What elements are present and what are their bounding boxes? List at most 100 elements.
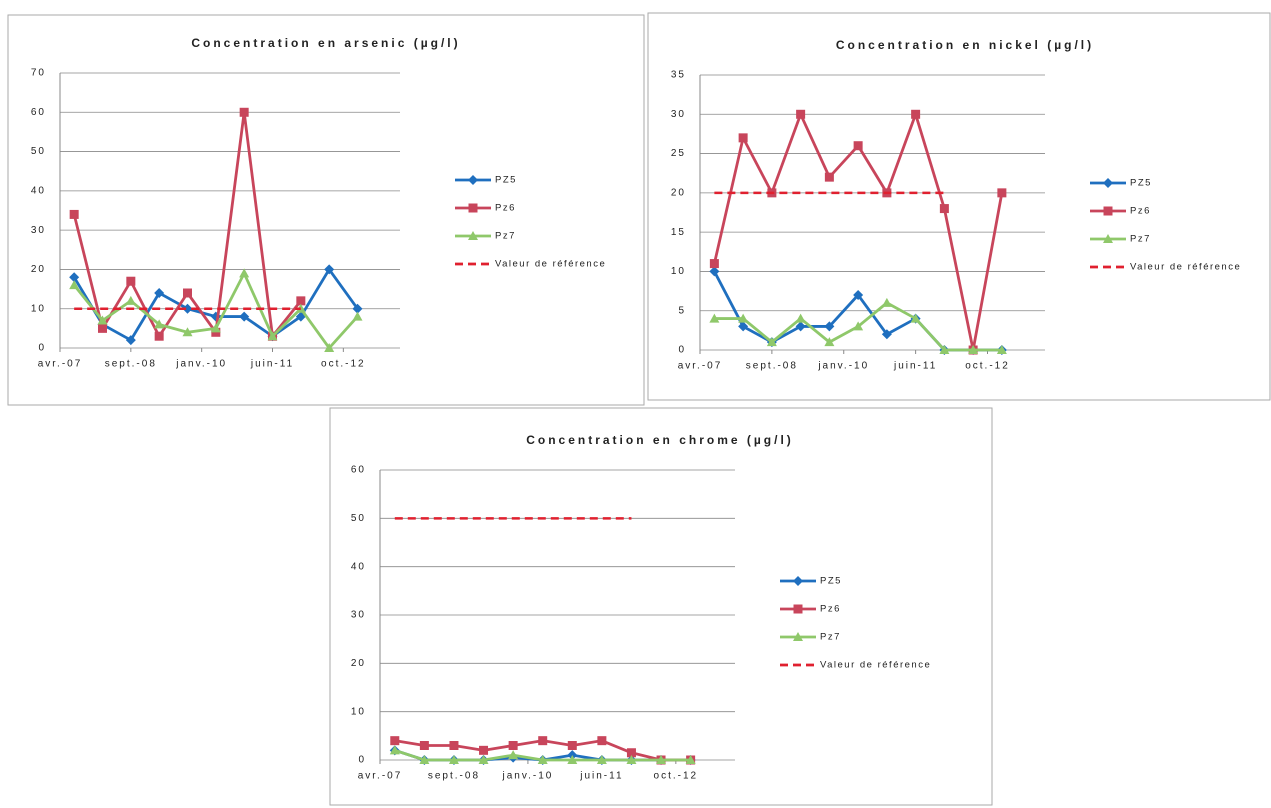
y-tick-label: 10 [351, 706, 366, 717]
data-point [910, 313, 921, 323]
data-point [210, 323, 221, 333]
y-tick-label: 0 [38, 343, 46, 354]
panel [329, 407, 993, 806]
legend-marker [1103, 234, 1113, 243]
data-point [479, 745, 489, 755]
data-point [478, 755, 489, 764]
data-point [968, 345, 979, 354]
x-tick-label: avr.-07 [358, 771, 403, 782]
legend-label: Pz6 [820, 604, 841, 615]
data-point [939, 204, 949, 214]
data-point [824, 172, 834, 182]
data-point [626, 755, 637, 764]
legend-label: Valeur de référence [820, 660, 931, 671]
y-tick-label: 10 [31, 303, 46, 314]
data-point [126, 276, 136, 286]
y-tick-label: 15 [671, 227, 686, 238]
chart-title: Concentration en arsenic (µg/l) [191, 36, 460, 50]
data-point [508, 741, 518, 750]
legend-marker [468, 175, 478, 185]
data-point [352, 303, 363, 314]
data-point [766, 337, 777, 347]
data-point [154, 288, 165, 298]
legend-label: PZ5 [820, 576, 842, 587]
legend-marker [1103, 206, 1113, 216]
y-tick-label: 70 [31, 68, 46, 79]
data-point [881, 297, 892, 307]
data-point [352, 311, 363, 321]
data-point [448, 755, 459, 764]
x-tick-label: janv.-10 [817, 361, 869, 372]
data-point [97, 315, 108, 325]
data-point [939, 345, 950, 354]
data-point [709, 313, 720, 323]
legend-label: PZ5 [495, 175, 517, 186]
x-tick-label: sept.-08 [428, 771, 480, 782]
data-point [508, 750, 519, 760]
chart-title: Concentration en chrome (µg/l) [526, 433, 794, 447]
data-point [324, 343, 335, 352]
data-point [795, 321, 806, 332]
y-tick-label: 10 [671, 266, 686, 277]
x-tick-label: sept.-08 [746, 361, 798, 372]
legend-marker [468, 203, 478, 213]
data-point [709, 266, 720, 277]
data-point [853, 321, 864, 331]
data-point [567, 741, 577, 750]
data-point [154, 331, 164, 341]
x-tick-label: oct.-12 [965, 361, 1010, 372]
data-point [685, 755, 696, 764]
legend-marker [793, 604, 803, 614]
data-point [449, 741, 459, 750]
y-tick-label: 40 [351, 561, 366, 572]
y-tick-label: 20 [351, 658, 366, 669]
data-point [709, 259, 719, 269]
legend-marker [1103, 178, 1113, 188]
data-point [853, 290, 864, 300]
legend-marker [468, 231, 478, 240]
data-point [69, 280, 80, 290]
data-point [537, 755, 548, 764]
legend-label: Pz7 [1130, 234, 1151, 245]
data-point [390, 736, 400, 746]
y-tick-label: 60 [31, 107, 46, 118]
panel [647, 12, 1271, 401]
y-tick-label: 50 [351, 513, 366, 524]
legend-label: Valeur de référence [495, 259, 606, 270]
data-point [419, 741, 429, 750]
data-point [656, 755, 667, 764]
data-point [911, 109, 921, 119]
y-tick-label: 35 [671, 70, 686, 81]
y-tick-label: 20 [671, 187, 686, 198]
data-point [125, 295, 136, 305]
chart-title: Concentration en nickel (µg/l) [836, 38, 1094, 52]
x-tick-label: avr.-07 [38, 359, 83, 370]
legend-marker [793, 576, 803, 586]
data-point [239, 107, 249, 117]
data-point [182, 303, 193, 314]
y-tick-label: 60 [351, 465, 366, 476]
data-point [154, 319, 165, 329]
data-point [597, 736, 607, 746]
data-point [239, 311, 250, 322]
legend-label: PZ5 [1130, 178, 1152, 189]
y-tick-label: 40 [31, 185, 46, 196]
x-tick-label: juin-11 [893, 361, 937, 372]
legend-label: Pz7 [820, 632, 841, 643]
x-tick-label: oct.-12 [654, 771, 699, 782]
data-point [389, 745, 400, 755]
data-point [796, 109, 806, 119]
legend-label: Pz6 [495, 203, 516, 214]
y-tick-label: 0 [678, 345, 686, 356]
data-point [267, 331, 278, 341]
x-tick-label: janv.-10 [175, 359, 227, 370]
data-point [567, 755, 578, 764]
data-point [881, 329, 892, 340]
data-point [824, 337, 835, 347]
data-point [69, 272, 80, 283]
data-point [183, 288, 192, 298]
y-tick-label: 0 [358, 755, 366, 766]
x-tick-label: juin-11 [250, 359, 294, 370]
data-point [996, 345, 1007, 354]
